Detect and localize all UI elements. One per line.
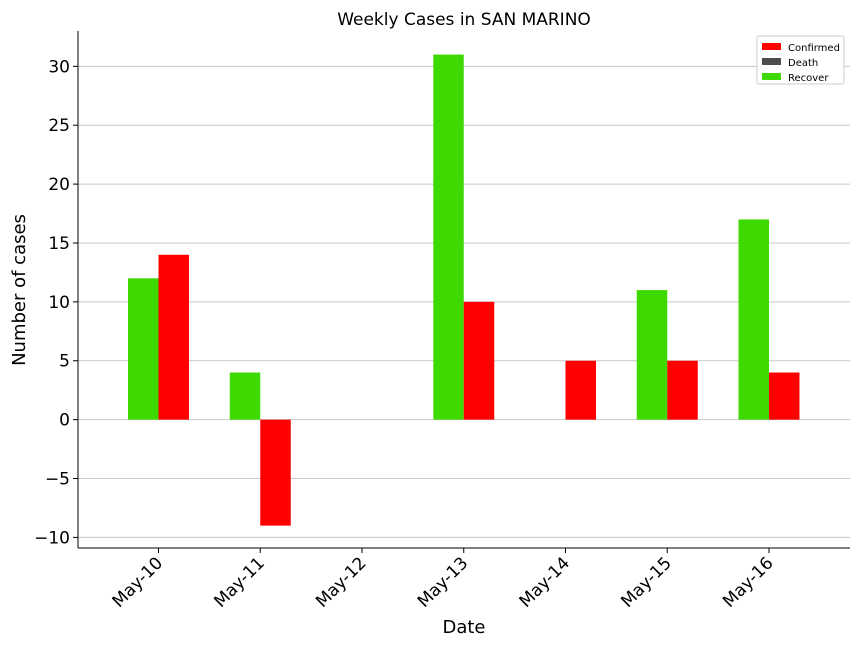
bar-recover-may-10 [128,278,159,420]
y-axis-label: Number of cases [9,214,30,366]
y-tick-label: 10 [48,293,70,313]
bar-recover-may-16 [738,219,769,420]
y-axis-ticks: −10 −5 0 5 10 15 20 25 30 [34,57,78,548]
x-tick-label: May-10 [109,553,167,611]
bar-confirmed-may-13 [463,301,495,420]
legend-swatch-confirmed [762,43,781,50]
bar-recover-may-13 [433,54,464,420]
bars [128,54,800,526]
x-tick-label: May-11 [210,553,268,611]
legend: Confirmed Death Recover [756,35,845,85]
bar-recover-may-11 [229,372,261,420]
legend-label-recover: Recover [788,73,829,84]
y-tick-label: 15 [48,234,70,254]
x-axis-label: Date [442,617,485,638]
legend-swatch-recover [762,73,781,80]
x-axis-ticks: May-10 May-11 May-12 May-13 May-14 May-15 May-… [109,548,778,612]
bar-confirmed-may-16 [769,372,800,420]
x-tick-label: May-13 [414,553,472,611]
bar-confirmed-may-15 [667,360,698,420]
y-tick-label: −5 [45,470,70,490]
y-tick-label: 20 [48,175,70,195]
bar-confirmed-may-14 [565,360,596,420]
x-tick-label: May-14 [516,553,574,611]
axes [77,31,850,549]
x-tick-label: May-16 [719,553,777,611]
chart-title: Weekly Cases in SAN MARINO [337,10,591,30]
y-tick-label: −10 [34,528,70,548]
x-tick-label: May-12 [312,553,370,611]
bar-recover-may-15 [636,290,668,420]
x-tick-label: May-15 [617,553,675,611]
bar-confirmed-may-10 [158,254,189,420]
bar-confirmed-may-11 [260,419,291,526]
y-tick-label: 5 [59,352,70,372]
y-tick-label: 0 [59,411,70,431]
legend-swatch-death [762,58,781,65]
legend-label-death: Death [788,58,818,69]
legend-label-confirmed: Confirmed [788,43,840,54]
y-tick-label: 25 [48,116,70,136]
y-tick-label: 30 [48,57,70,77]
